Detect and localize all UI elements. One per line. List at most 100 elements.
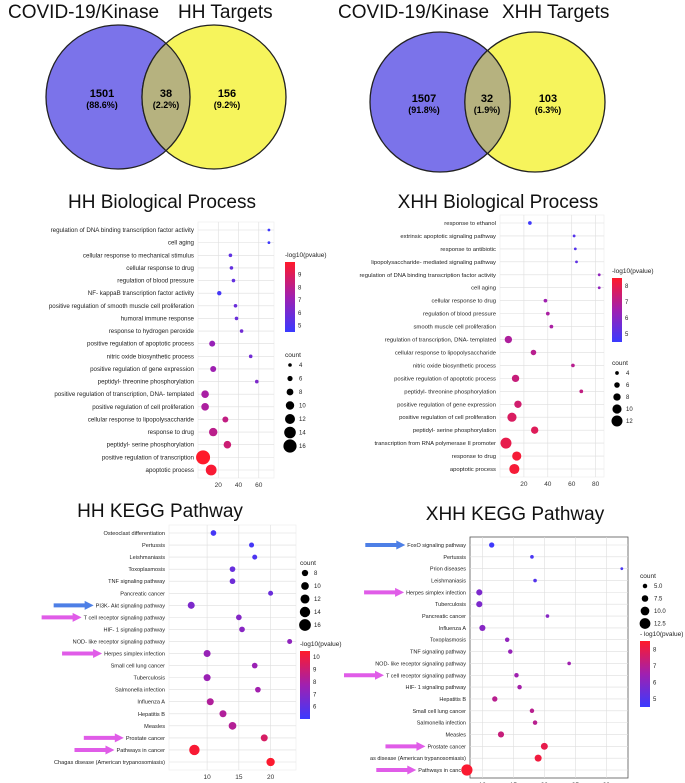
xhhbp-size-legend-label: 8 xyxy=(626,395,630,401)
hhkegg-color-legend-title: -log10(pvalue) xyxy=(300,641,342,648)
hhbp-size-legend-dot xyxy=(288,363,292,367)
hhkegg-category-label: PI3K- Akt signaling pathway xyxy=(96,603,166,609)
hhkegg-category-label: Pancreatic cancer xyxy=(120,591,165,597)
xhhkegg-size-legend-dot xyxy=(639,618,651,629)
xhhkegg-point xyxy=(532,720,538,725)
hhbp-colorbar-tick: 8 xyxy=(298,285,302,291)
venn-hh-overlap xyxy=(141,42,191,152)
hhbp-size-legend-label: 12 xyxy=(299,417,306,423)
xhhkegg-category-label: Pertussis xyxy=(443,555,466,561)
xhhbp-point xyxy=(504,335,513,344)
xhhbp-category-label: positive regulation of gene expression xyxy=(397,402,496,408)
xhhbp-point xyxy=(530,349,537,356)
xhhkegg-point xyxy=(461,764,473,776)
xhhkegg-highlight-arrow xyxy=(376,765,417,775)
xhhkegg-category-label: Salmonella infection xyxy=(417,721,466,727)
hhkegg-point xyxy=(210,530,217,536)
hhbp-point xyxy=(222,416,229,423)
xhhbp-size-legend-dot xyxy=(614,382,620,388)
xhhkegg-size-legend-label: 10.0 xyxy=(654,609,666,615)
hhkegg-point xyxy=(229,566,236,572)
hhkegg-point xyxy=(236,614,242,621)
xhhkegg-category-label: Leishmaniasis xyxy=(431,579,466,585)
venn-hh-left-count: 1501 xyxy=(90,88,114,100)
hhbp-category-label: peptidyl- threonine phosphorylation xyxy=(98,379,195,386)
hhbp-size-legend-label: 4 xyxy=(299,363,303,369)
xhhbp-category-label: smooth muscle cell proliferation xyxy=(413,325,496,331)
hhbp-category-label: response to hydrogen peroxide xyxy=(109,328,195,335)
hhbp-point xyxy=(205,464,217,476)
xhhbp-category-label: response to drug xyxy=(452,454,496,460)
hhkegg-point xyxy=(255,686,261,693)
hhkegg-colorbar-tick: 9 xyxy=(313,668,317,674)
hhbp-plot-area xyxy=(197,221,275,479)
xhhbp-category-label: cell aging xyxy=(471,286,496,292)
venn-xhh-left-pct: (91.8%) xyxy=(408,105,440,115)
xhhkegg-colorbar-tick: 8 xyxy=(653,647,657,653)
venn-hh-overlap-count: 38 xyxy=(160,88,172,100)
venn-hh-overlap-pct: (2.2%) xyxy=(153,100,180,110)
hhbp-point xyxy=(217,290,222,296)
hhkegg-point xyxy=(239,626,245,633)
xhhbp-category-label: regulation of blood pressure xyxy=(423,312,497,318)
hhkegg-point xyxy=(229,578,236,585)
hhbp-point xyxy=(209,340,216,347)
xhhkegg-colorbar-tick: 6 xyxy=(653,680,657,686)
hhkegg-category-label: Tuberculosis xyxy=(133,676,165,682)
xhh-kegg-title: XHH KEGG Pathway xyxy=(426,504,605,525)
xhhbp-x-tick-label: 20 xyxy=(520,481,528,488)
venn-xhh-right-count: 103 xyxy=(539,93,557,105)
hhbp-category-label: positive regulation of transcription xyxy=(102,454,195,461)
xhhkegg-point xyxy=(620,567,624,571)
xhhbp-point xyxy=(528,221,532,225)
xhhkegg-point xyxy=(492,696,498,702)
hhkegg-point xyxy=(252,554,258,560)
xhhkegg-highlight-arrow xyxy=(365,540,406,550)
hhkegg-highlight-arrow xyxy=(41,612,82,622)
xhhbp-point xyxy=(575,260,578,264)
hhkegg-size-legend-label: 16 xyxy=(314,623,321,629)
xhhkegg-size-legend-dot xyxy=(641,595,649,602)
hhkegg-point xyxy=(287,638,293,644)
venn-xhh-overlap xyxy=(464,49,511,155)
hhbp-point xyxy=(231,278,236,283)
venn-xhh-overlap-count: 32 xyxy=(481,93,493,105)
xhhkegg-category-label: Influenza A xyxy=(439,626,467,632)
xhhkegg-category-label: NOD- like receptor signaling pathway xyxy=(375,661,466,667)
xhhkegg-point xyxy=(514,673,519,678)
hhkegg-colorbar-tick: 7 xyxy=(313,692,317,698)
xhhbp-size-legend-dot xyxy=(613,393,621,401)
xhhbp-size-legend-label: 4 xyxy=(626,371,630,377)
xhhbp-point xyxy=(597,273,601,277)
hhbp-color-legend-title: -log10(pvalue) xyxy=(285,252,327,259)
hhkegg-x-tick-label: 15 xyxy=(235,774,243,781)
hhbp-category-label: positive regulation of apoptotic process xyxy=(87,341,194,348)
hhbp-point xyxy=(223,440,232,449)
hhbp-category-label: positive regulation of cell proliferatio… xyxy=(92,404,194,411)
venn-xhh-overlap-pct: (1.9%) xyxy=(474,105,501,115)
xhhbp-point xyxy=(509,463,520,475)
hhbp-size-legend-label: 8 xyxy=(299,390,303,396)
venn-xhh-right-pct: (6.3%) xyxy=(535,105,562,115)
hhbp-category-label: cellular response to mechanical stimulus xyxy=(83,252,194,259)
hhbp-size-legend-dot xyxy=(285,401,295,410)
hhkegg-size-legend-dot xyxy=(301,582,309,590)
xhhbp-category-label: peptidyl- threonine phosphorylation xyxy=(404,389,496,395)
xhhkegg-point xyxy=(545,614,550,618)
hhbp-point xyxy=(239,329,244,333)
xhhkegg-size-legend-label: 12.5 xyxy=(654,622,666,628)
xhh-kegg-panel: 1015202530FoxO signaling pathwayPertussi… xyxy=(344,536,683,783)
hhkegg-x-tick-label: 10 xyxy=(203,774,211,781)
xhhbp-point xyxy=(500,437,512,449)
hhbp-size-legend-dot xyxy=(283,439,297,453)
hhbp-point xyxy=(234,316,239,321)
venn-xhh-left-label: COVID-19/Kinase xyxy=(338,2,489,23)
xhhkegg-category-label: Hepatitis B xyxy=(439,697,466,703)
xhhbp-plot-area xyxy=(499,214,605,478)
xhh-bp-panel: 20 40 60 80 response to ethanol extrinsic apo… xyxy=(359,214,654,488)
xhhkegg-highlight-arrow xyxy=(364,587,405,597)
xhhkegg-point xyxy=(489,542,495,548)
hhbp-category-label: positive regulation of transcription, DN… xyxy=(54,391,194,398)
hhbp-category-label: nitric oxide biosynthetic process xyxy=(107,353,194,360)
xhhbp-category-label: regulation of transcription, DNA- templa… xyxy=(385,338,496,344)
